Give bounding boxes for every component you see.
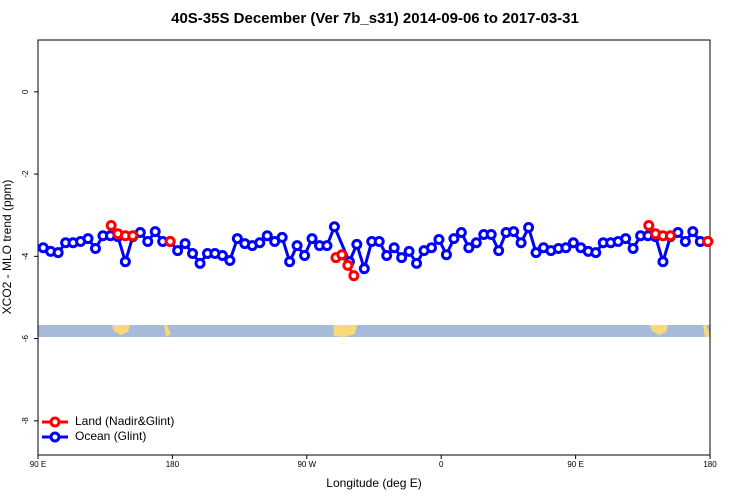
y-tick-label: -6 bbox=[21, 335, 30, 343]
y-axis-label: XCO2 - MLO trend (ppm) bbox=[0, 180, 14, 315]
data-point bbox=[620, 233, 632, 245]
data-point bbox=[328, 221, 340, 233]
data-point bbox=[664, 230, 676, 242]
data-point bbox=[179, 238, 191, 250]
legend-marker bbox=[49, 431, 61, 443]
data-point bbox=[560, 242, 572, 254]
data-point bbox=[336, 249, 348, 261]
legend-label: Ocean (Glint) bbox=[75, 429, 146, 443]
data-point bbox=[306, 233, 318, 245]
data-point bbox=[403, 245, 415, 257]
data-point bbox=[216, 250, 228, 262]
data-point bbox=[164, 236, 176, 248]
y-tick-label: -2 bbox=[21, 170, 30, 178]
land-blob bbox=[164, 325, 171, 337]
data-point bbox=[254, 237, 266, 249]
land-blob bbox=[650, 325, 668, 335]
x-tick-label: 0 bbox=[439, 460, 444, 469]
data-point bbox=[425, 242, 437, 254]
data-point bbox=[358, 263, 370, 275]
data-point bbox=[702, 236, 714, 248]
data-point bbox=[523, 222, 535, 234]
data-point bbox=[687, 226, 699, 238]
data-point bbox=[172, 245, 184, 257]
data-point bbox=[411, 257, 423, 269]
land-blob bbox=[703, 325, 710, 337]
data-point bbox=[351, 238, 363, 250]
data-point bbox=[276, 231, 288, 243]
data-point bbox=[679, 236, 691, 248]
data-point bbox=[142, 236, 154, 248]
data-point bbox=[433, 233, 445, 245]
data-point bbox=[321, 240, 333, 252]
data-point bbox=[82, 233, 94, 245]
data-point bbox=[627, 243, 639, 255]
data-point bbox=[291, 240, 303, 252]
data-point bbox=[440, 249, 452, 261]
y-tick-label: -8 bbox=[21, 417, 30, 425]
data-point bbox=[485, 229, 497, 241]
y-tick-label: 0 bbox=[21, 89, 30, 94]
x-axis-label: Longitude (deg E) bbox=[326, 476, 421, 490]
legend-marker bbox=[49, 416, 61, 428]
data-point bbox=[373, 236, 385, 248]
data-point bbox=[448, 233, 460, 245]
data-point bbox=[515, 237, 527, 249]
data-point bbox=[105, 219, 117, 231]
data-point bbox=[52, 247, 64, 259]
data-point bbox=[299, 250, 311, 262]
data-point bbox=[119, 256, 131, 268]
x-tick-label: 90 E bbox=[567, 460, 583, 469]
x-tick-label: 90 W bbox=[297, 460, 316, 469]
data-point bbox=[187, 247, 199, 259]
data-point bbox=[149, 226, 161, 238]
data-point bbox=[127, 230, 139, 242]
data-point bbox=[530, 247, 542, 259]
data-point bbox=[348, 270, 360, 282]
data-point bbox=[231, 233, 243, 245]
data-point bbox=[657, 256, 669, 268]
data-point bbox=[224, 254, 236, 266]
data-point bbox=[396, 252, 408, 264]
data-point bbox=[284, 256, 296, 268]
data-point bbox=[590, 247, 602, 259]
data-point bbox=[261, 230, 273, 242]
data-point bbox=[508, 226, 520, 238]
y-tick-label: -4 bbox=[21, 252, 30, 260]
data-point bbox=[493, 245, 505, 257]
x-tick-label: 180 bbox=[166, 460, 180, 469]
data-point bbox=[470, 237, 482, 249]
land-blob bbox=[333, 325, 357, 337]
data-point bbox=[194, 257, 206, 269]
ocean-strip bbox=[38, 325, 710, 337]
x-tick-label: 180 bbox=[703, 460, 717, 469]
data-point bbox=[89, 243, 101, 255]
chart-title: 40S-35S December (Ver 7b_s31) 2014-09-06… bbox=[171, 10, 579, 27]
data-point bbox=[463, 242, 475, 254]
data-point bbox=[643, 219, 655, 231]
legend-label: Land (Nadir&Glint) bbox=[75, 414, 174, 428]
land-blob bbox=[112, 325, 130, 335]
data-point bbox=[342, 259, 354, 271]
data-point bbox=[388, 242, 400, 254]
data-point bbox=[567, 237, 579, 249]
map-strip bbox=[38, 325, 710, 337]
data-point bbox=[381, 250, 393, 262]
data-point bbox=[455, 226, 467, 238]
x-tick-label: 90 E bbox=[30, 460, 46, 469]
